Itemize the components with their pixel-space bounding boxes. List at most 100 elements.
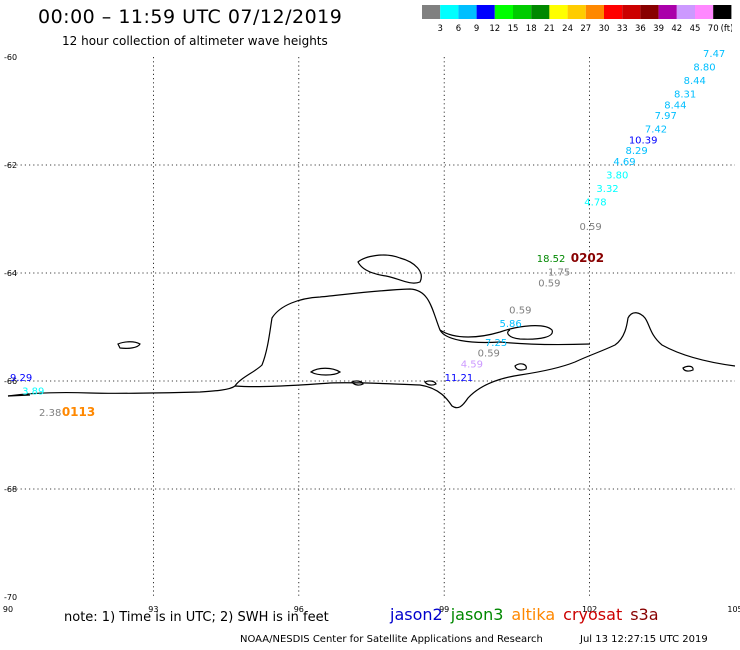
legend-tick-label: 6 bbox=[456, 24, 461, 34]
legend-unit: (ft) bbox=[721, 24, 732, 34]
legend-swatch bbox=[676, 5, 695, 19]
satellite-jason3: jason3 bbox=[450, 605, 504, 624]
lon-tick-label: 105 bbox=[727, 605, 740, 614]
lat-tick-label: -62 bbox=[4, 161, 17, 170]
legend-tick-label: 39 bbox=[653, 24, 664, 34]
legend-swatch bbox=[695, 5, 714, 19]
wave-height-value: 7.42 bbox=[645, 125, 667, 136]
coastline-inner bbox=[439, 329, 591, 346]
legend-tick-label: 42 bbox=[671, 24, 682, 34]
legend-tick-label: 3 bbox=[437, 24, 442, 34]
legend-swatch bbox=[585, 5, 604, 19]
legend-swatch bbox=[422, 5, 441, 19]
legend-swatch bbox=[604, 5, 623, 19]
legend-swatch bbox=[531, 5, 550, 19]
wave-height-value: 2.38 bbox=[39, 408, 61, 419]
wave-height-value: 8.31 bbox=[674, 90, 696, 101]
pass-time-label: 0113 bbox=[62, 405, 95, 419]
footnote: note: 1) Time is in UTC; 2) SWH is in fe… bbox=[64, 610, 329, 625]
legend-swatch bbox=[440, 5, 459, 19]
lon-tick-label: 90 bbox=[3, 605, 13, 614]
wave-height-value: 10.39 bbox=[629, 135, 658, 146]
pass-time-label: 0202 bbox=[571, 251, 604, 265]
legend-tick-label: 30 bbox=[599, 24, 610, 34]
ice-island-west bbox=[117, 341, 141, 349]
lat-tick-label: -70 bbox=[4, 593, 17, 602]
wave-height-value: 3.89 bbox=[22, 387, 44, 398]
wave-height-value: 3.80 bbox=[606, 171, 628, 182]
lon-tick-label: 102 bbox=[582, 605, 597, 614]
wave-height-value: 18.52 bbox=[537, 254, 566, 265]
ice-island-small-4 bbox=[682, 365, 694, 372]
legend-swatch bbox=[658, 5, 677, 19]
legend-tick-label: 12 bbox=[489, 24, 500, 34]
wave-height-value: 0.59 bbox=[579, 222, 601, 233]
lon-tick-label: 96 bbox=[294, 605, 304, 614]
wave-height-value: 4.78 bbox=[584, 198, 606, 209]
ice-island-small-2 bbox=[424, 380, 437, 386]
wave-height-value: 4.59 bbox=[461, 360, 483, 371]
ice-island-small-3 bbox=[514, 363, 527, 371]
legend-tick-label: 70 bbox=[708, 24, 719, 34]
credit-line: NOAA/NESDIS Center for Satellite Applica… bbox=[240, 634, 543, 645]
legend-swatch bbox=[549, 5, 568, 19]
wave-height-value: 4.69 bbox=[613, 157, 635, 168]
satellite-cryosat: cryosat bbox=[563, 605, 623, 624]
axis-ticks: 90 93 96 99 102 105 -60 -62 -64 -66 -68 -70 bbox=[3, 53, 740, 614]
satellite-jason2: jason2 bbox=[390, 605, 443, 624]
satellite-legend: jason2 jason3 altika cryosat s3a bbox=[390, 605, 667, 624]
lon-tick-label: 93 bbox=[148, 605, 158, 614]
legend-swatch bbox=[476, 5, 495, 19]
legend-tick-label: 15 bbox=[508, 24, 519, 34]
wave-height-value: 0.59 bbox=[538, 279, 560, 290]
wave-height-value: 0.59 bbox=[478, 349, 500, 360]
coastline-main bbox=[7, 288, 553, 397]
lat-tick-label: -64 bbox=[4, 269, 17, 278]
legend-swatch bbox=[713, 5, 732, 19]
legend-tick-label: 18 bbox=[526, 24, 537, 34]
legend-tick-label: 27 bbox=[580, 24, 591, 34]
legend-tick-label: 33 bbox=[617, 24, 628, 34]
legend-swatch bbox=[640, 5, 659, 19]
satellite-altika: altika bbox=[511, 605, 556, 624]
ice-island-north bbox=[357, 254, 422, 284]
wave-height-value: 7.97 bbox=[655, 111, 677, 122]
legend-tick-label: 9 bbox=[474, 24, 479, 34]
antarctic-coastline bbox=[7, 254, 736, 409]
wave-height-value: 7.47 bbox=[703, 49, 725, 60]
wave-height-value: 1.75 bbox=[548, 268, 570, 279]
legend-tick-label: 36 bbox=[635, 24, 646, 34]
ice-island-shelf bbox=[309, 367, 342, 376]
lon-tick-label: 99 bbox=[439, 605, 449, 614]
lat-tick-label: -66 bbox=[4, 377, 17, 386]
legend-tick-label: 45 bbox=[690, 24, 701, 34]
satellite-s3a: s3a bbox=[630, 605, 659, 624]
legend-swatch bbox=[622, 5, 641, 19]
graticule bbox=[8, 57, 735, 597]
legend-tick-label: 21 bbox=[544, 24, 555, 34]
wave-height-value: 3.32 bbox=[596, 184, 618, 195]
ice-island-small-1 bbox=[351, 380, 364, 386]
lat-tick-label: -60 bbox=[4, 53, 17, 62]
wave-height-value: 8.44 bbox=[684, 76, 706, 87]
legend-swatch bbox=[494, 5, 513, 19]
wave-height-value: 11.21 bbox=[445, 373, 474, 384]
wave-height-value: 8.44 bbox=[664, 100, 686, 111]
wave-height-labels: 7.478.808.448.318.447.977.4210.398.294.6… bbox=[10, 49, 725, 419]
legend-tick-label: 24 bbox=[562, 24, 573, 34]
wave-height-value: 0.59 bbox=[509, 306, 531, 317]
wave-height-value: 9.29 bbox=[10, 373, 32, 384]
generation-timestamp: Jul 13 12:27:15 UTC 2019 bbox=[580, 634, 708, 645]
legend-swatch bbox=[513, 5, 532, 19]
wave-height-value: 5.86 bbox=[499, 319, 521, 330]
map-title: 00:00 – 11:59 UTC 07/12/2019 bbox=[38, 6, 343, 28]
wave-height-value: 8.29 bbox=[625, 146, 647, 157]
coastline-east bbox=[7, 312, 736, 409]
legend-swatch bbox=[567, 5, 586, 19]
lat-tick-label: -68 bbox=[4, 485, 17, 494]
wave-height-value: 7.25 bbox=[485, 338, 507, 349]
map-subtitle: 12 hour collection of altimeter wave hei… bbox=[62, 34, 328, 48]
legend-swatch bbox=[458, 5, 477, 19]
